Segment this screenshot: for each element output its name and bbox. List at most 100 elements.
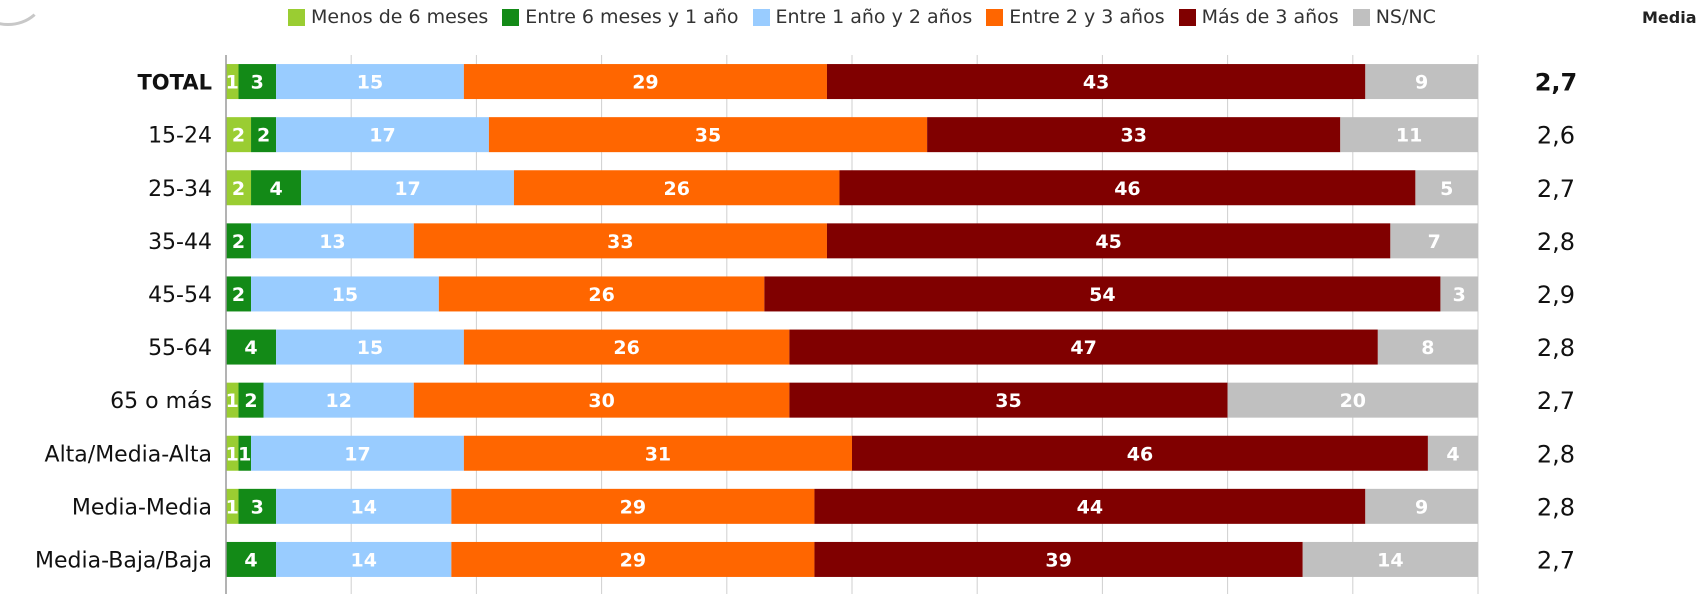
legend-label: Más de 3 años (1201, 6, 1339, 28)
bar-segment (276, 541, 452, 577)
category-label: TOTAL (137, 71, 212, 95)
data-label: 47 (1070, 337, 1096, 359)
bar-segment (251, 117, 277, 153)
data-label: 3 (251, 72, 264, 94)
media-value: 2,8 (1537, 440, 1575, 468)
legend-label: Entre 2 y 3 años (1009, 6, 1165, 28)
legend-swatch (752, 8, 770, 26)
bar-segment (276, 64, 464, 100)
data-label: 13 (319, 231, 345, 253)
bar-segment (927, 117, 1341, 153)
data-label: 26 (613, 337, 639, 359)
legend-label: Entre 6 meses y 1 año (525, 6, 739, 28)
category-label: 45-54 (148, 283, 212, 308)
data-label: 17 (369, 125, 395, 147)
bar-segment (814, 488, 1366, 524)
category-label: Alta/Media-Alta (45, 442, 212, 467)
media-value: 2,7 (1535, 69, 1578, 97)
data-label: 1 (226, 72, 239, 94)
category-label: Media-Media (72, 495, 212, 520)
legend-label: NS/NC (1375, 6, 1436, 28)
data-label: 26 (663, 178, 689, 200)
legend-swatch (288, 8, 305, 26)
bar-segment (1227, 382, 1478, 418)
legend-swatch (986, 8, 1004, 26)
data-label: 2 (232, 125, 245, 147)
category-label: 65 o más (110, 389, 212, 414)
data-label: 5 (1440, 178, 1453, 200)
bar-segment (463, 435, 852, 471)
bar-segment (226, 382, 239, 418)
media-value: 2,6 (1537, 122, 1575, 150)
bar-segment (251, 170, 302, 206)
data-label: 26 (588, 284, 614, 306)
data-label: 8 (1421, 337, 1434, 359)
data-label: 2 (232, 178, 245, 200)
data-label: 43 (1083, 72, 1109, 94)
data-label: 20 (1340, 390, 1366, 412)
data-label: 1 (238, 443, 251, 465)
category-label: Media-Baja/Baja (35, 548, 212, 573)
data-label: 14 (350, 496, 376, 518)
data-label: 2 (257, 125, 270, 147)
data-label: 4 (244, 549, 257, 571)
bar-segment (263, 382, 414, 418)
data-label: 9 (1415, 72, 1428, 94)
bar-segment (852, 435, 1428, 471)
category-label: 55-64 (148, 336, 212, 361)
media-value: 2,8 (1537, 334, 1575, 362)
data-label: 15 (357, 72, 383, 94)
bar-segment (451, 541, 815, 577)
data-label: 46 (1127, 443, 1153, 465)
data-label: 29 (620, 549, 646, 571)
legend-swatch (1352, 8, 1370, 26)
data-label: 4 (244, 337, 257, 359)
media-value: 2,8 (1537, 228, 1575, 256)
data-label: 39 (1045, 549, 1071, 571)
data-label: 33 (607, 231, 633, 253)
bar-segment (301, 170, 514, 206)
data-label: 1 (226, 443, 239, 465)
category-label: 35-44 (148, 230, 212, 255)
bar-segment (814, 541, 1303, 577)
bar-segment (826, 223, 1391, 259)
data-label: 30 (588, 390, 614, 412)
legend-item: Entre 1 año y 2 años (752, 6, 972, 28)
bar-segment (251, 223, 414, 259)
legend-item: Menos de 6 meses (288, 6, 488, 28)
data-label: 3 (251, 496, 264, 518)
bar-segment (789, 382, 1228, 418)
data-label: 17 (344, 443, 370, 465)
legend-item: Más de 3 años (1178, 6, 1339, 28)
data-label: 9 (1415, 496, 1428, 518)
bar-segment (226, 488, 239, 524)
bar-segment (463, 64, 827, 100)
bar-segment (226, 223, 252, 259)
media-value: 2,7 (1537, 387, 1575, 415)
data-label: 29 (632, 72, 658, 94)
bar-segment (789, 329, 1378, 365)
bar-segment (226, 541, 277, 577)
category-label: 15-24 (148, 124, 212, 149)
data-label: 14 (350, 549, 376, 571)
bar-segment (463, 329, 790, 365)
data-label: 4 (1446, 443, 1459, 465)
bar-segment (413, 223, 827, 259)
legend-swatch (1178, 8, 1196, 26)
bar-segment (238, 435, 252, 471)
data-label: 44 (1077, 496, 1103, 518)
bar-segment (1365, 488, 1478, 524)
data-label: 11 (1396, 125, 1422, 147)
data-label: 4 (269, 178, 282, 200)
bar-segment (451, 488, 815, 524)
bar-segment (1390, 223, 1478, 259)
bar-segment (226, 435, 239, 471)
media-value: 2,7 (1537, 175, 1575, 203)
bar-segment (1440, 276, 1478, 312)
data-label: 1 (226, 390, 239, 412)
bar-segment (238, 488, 277, 524)
bar-segment (226, 170, 252, 206)
bar-segment (1427, 435, 1478, 471)
bar-segment (251, 435, 464, 471)
